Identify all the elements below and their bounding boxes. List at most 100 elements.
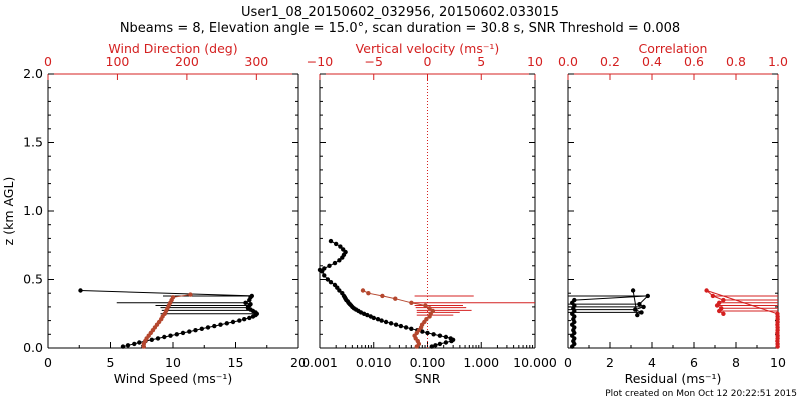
x-tick-label: 0 <box>44 355 52 370</box>
top-tick-label: 5 <box>477 54 485 69</box>
data-point <box>317 267 323 273</box>
data-point <box>403 325 409 330</box>
data-point <box>325 277 331 282</box>
data-point <box>243 300 248 305</box>
data-point <box>572 297 577 303</box>
data-point <box>137 340 142 345</box>
top-tick-label: 10 <box>527 54 543 69</box>
data-point <box>645 293 650 299</box>
y-tick-label: 1.5 <box>23 135 43 150</box>
data-point <box>328 280 334 285</box>
top-tick-label: 0.0 <box>558 54 578 69</box>
data-point <box>249 293 254 299</box>
panel-2: 0.001 0.010 0.100 1.000 10.000 SNR −10 −5 0 5 10 Ve… <box>302 41 557 386</box>
data-point <box>78 288 83 293</box>
data-point <box>341 247 346 252</box>
data-point <box>437 333 443 338</box>
x-tick-label: 15 <box>228 355 244 370</box>
panel-1: 0 5 10 15 20 Wind Speed (ms⁻¹) 0 100 200 300 Wind … <box>1 41 306 386</box>
top-tick-label: 300 <box>244 54 268 69</box>
top-tick-label: −5 <box>365 54 383 69</box>
data-point <box>637 302 642 307</box>
top-axis-label: Correlation <box>639 41 708 56</box>
y-tick-label: 0.0 <box>23 340 43 355</box>
x-tick-label: 0 <box>564 355 572 370</box>
data-point <box>332 260 338 266</box>
data-point <box>721 297 726 303</box>
data-point <box>710 293 716 299</box>
data-point <box>424 317 429 322</box>
x-tick-label: 10.000 <box>513 355 557 370</box>
data-point <box>443 340 449 345</box>
series-line <box>80 290 258 348</box>
data-point <box>188 292 193 297</box>
data-point <box>380 293 385 299</box>
data-point <box>247 315 252 321</box>
data-point <box>630 288 636 293</box>
data-point <box>420 329 425 334</box>
data-point <box>338 244 343 249</box>
x-tick-label: 5 <box>107 355 115 370</box>
series-line <box>706 290 779 347</box>
data-point <box>193 328 198 333</box>
data-point <box>425 330 430 336</box>
x-tick-label: 1.000 <box>463 355 499 370</box>
data-point <box>633 307 638 312</box>
x-axis-label: Residual (ms⁻¹) <box>625 371 722 386</box>
top-tick-label: 0.2 <box>600 54 620 69</box>
data-point <box>248 302 253 307</box>
x-tick-label: 6 <box>690 355 698 370</box>
data-point <box>155 336 161 341</box>
x-tick-label: 10 <box>165 355 181 370</box>
data-point <box>448 336 453 341</box>
data-point <box>398 323 404 329</box>
x-tick-label: 10 <box>770 355 786 370</box>
data-point <box>775 311 780 316</box>
top-axis-label: Vertical velocity (ms⁻¹) <box>356 41 500 56</box>
data-point <box>149 337 154 342</box>
data-point <box>635 312 640 318</box>
top-tick-label: −10 <box>307 54 333 69</box>
data-point <box>430 308 436 314</box>
y-tick-label: 1.0 <box>23 203 43 218</box>
data-point <box>721 311 726 316</box>
data-point <box>639 310 644 315</box>
top-tick-label: 0.8 <box>726 54 746 69</box>
x-axis-label: Wind Speed (ms⁻¹) <box>114 371 233 386</box>
data-point <box>427 306 432 311</box>
data-point <box>125 343 131 348</box>
plot-credit: Plot created on Mon Oct 12 20:22:51 2015 <box>605 389 797 399</box>
data-point <box>379 318 384 323</box>
data-point <box>641 304 646 310</box>
x-tick-label: 0.010 <box>356 355 392 370</box>
chart-title: User1_08_20150602_032956, 20150602.03301… <box>241 5 559 20</box>
x-axis-label: SNR <box>415 371 441 386</box>
data-point <box>168 333 173 338</box>
y-axis-label: z (km AGL) <box>1 177 16 246</box>
data-point <box>205 325 211 330</box>
top-tick-label: 200 <box>175 54 199 69</box>
data-point <box>174 332 179 337</box>
data-point <box>383 319 389 325</box>
data-point <box>409 300 414 305</box>
x-tick-label: 4 <box>648 355 656 370</box>
data-point <box>423 303 428 308</box>
data-point <box>199 326 204 331</box>
data-point <box>242 317 247 322</box>
data-point <box>431 332 436 337</box>
top-tick-label: 1.0 <box>768 54 788 69</box>
data-point <box>180 330 186 336</box>
data-point <box>714 303 720 308</box>
top-tick-label: 0 <box>424 54 432 69</box>
x-tick-label: 0.001 <box>302 355 338 370</box>
data-point <box>132 341 137 347</box>
x-tick-label: 8 <box>732 355 740 370</box>
data-point <box>393 322 399 327</box>
top-tick-label: 100 <box>106 54 130 69</box>
data-point <box>120 344 126 349</box>
x-tick-label: 0.100 <box>410 355 446 370</box>
data-point <box>717 308 722 314</box>
y-tick-label: 2.0 <box>23 66 43 81</box>
data-point <box>340 291 345 296</box>
